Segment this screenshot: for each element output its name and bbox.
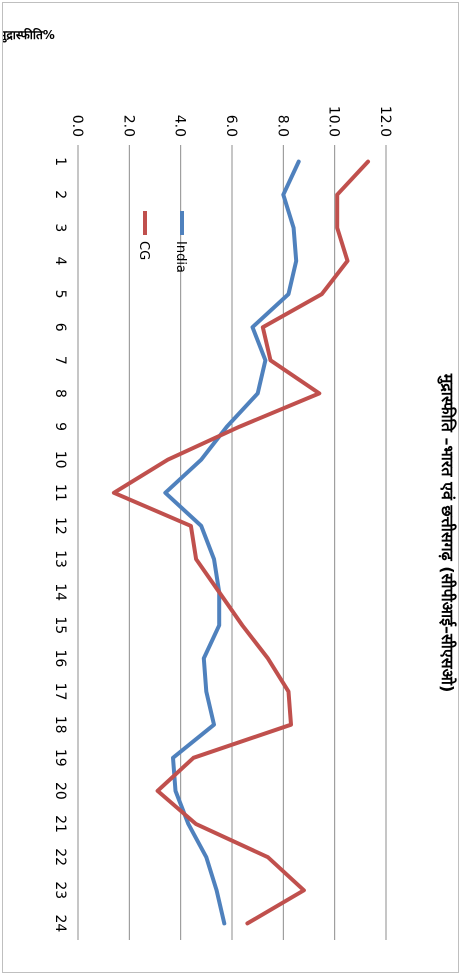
data-point bbox=[335, 226, 339, 230]
data-point bbox=[294, 259, 298, 263]
y-tick-label: 2.0 bbox=[120, 115, 136, 137]
y-tick-label: 8.0 bbox=[274, 115, 290, 137]
data-point bbox=[292, 226, 296, 230]
data-point bbox=[199, 458, 203, 462]
x-tick-label: 19 bbox=[52, 749, 68, 767]
x-tick-label: 12 bbox=[52, 517, 68, 535]
data-point bbox=[112, 491, 116, 495]
data-point bbox=[245, 921, 249, 925]
series-lines bbox=[111, 159, 370, 926]
data-point bbox=[256, 391, 260, 395]
x-tick-label: 17 bbox=[52, 683, 68, 701]
y-tick-label: 0.0 bbox=[69, 115, 85, 137]
data-point bbox=[166, 458, 170, 462]
x-tick-label: 2 bbox=[52, 190, 68, 199]
x-tick-label: 6 bbox=[52, 323, 68, 332]
series-line-cg bbox=[111, 159, 370, 926]
data-point bbox=[240, 623, 244, 627]
data-point bbox=[194, 557, 198, 561]
data-point bbox=[238, 425, 242, 429]
y-tick-label: 10.0 bbox=[326, 106, 342, 137]
x-tick-label: 24 bbox=[52, 915, 68, 933]
y-axis-label: मुद्रास्फीति% bbox=[3, 28, 55, 43]
data-point bbox=[263, 358, 267, 362]
series-line-india bbox=[163, 159, 301, 926]
data-point bbox=[204, 855, 208, 859]
x-tick-label: 3 bbox=[52, 223, 68, 232]
x-tick-label: 23 bbox=[52, 881, 68, 899]
data-point bbox=[192, 756, 195, 760]
data-point bbox=[320, 292, 324, 296]
data-point bbox=[297, 160, 301, 164]
data-point bbox=[225, 425, 229, 429]
data-point bbox=[171, 756, 175, 760]
data-point bbox=[189, 524, 193, 528]
x-tick-label: 10 bbox=[52, 451, 68, 469]
data-point bbox=[222, 921, 226, 925]
data-point bbox=[317, 391, 321, 395]
x-tick-label: 22 bbox=[52, 848, 68, 866]
x-tick-label: 18 bbox=[52, 716, 68, 734]
data-point bbox=[215, 888, 219, 892]
data-point bbox=[289, 723, 293, 727]
data-point bbox=[251, 325, 255, 329]
x-tick-label: 13 bbox=[52, 550, 68, 568]
data-point bbox=[346, 259, 349, 263]
legend-label: CG bbox=[136, 241, 151, 260]
legend: India CG bbox=[136, 211, 188, 273]
x-tick-label: 20 bbox=[52, 782, 68, 800]
data-point bbox=[286, 690, 290, 694]
data-point bbox=[174, 789, 178, 793]
inflation-line-chart: मुद्रास्फीति –भारत एवं छत्तीसगढ़ (सीपीआई… bbox=[3, 28, 457, 940]
x-tick-label: 16 bbox=[52, 650, 68, 668]
y-tick-label: 4.0 bbox=[172, 115, 188, 137]
x-tick-label: 11 bbox=[52, 484, 68, 502]
data-point bbox=[335, 193, 339, 197]
data-point bbox=[163, 491, 167, 495]
data-point bbox=[266, 855, 270, 859]
data-point bbox=[212, 557, 216, 561]
data-point bbox=[281, 193, 285, 197]
data-point bbox=[366, 160, 370, 164]
y-tick-labels: 0.0 2.0 4.0 6.0 8.0 10.0 12.0 bbox=[69, 106, 393, 137]
data-point bbox=[199, 524, 203, 528]
x-tick-label: 5 bbox=[52, 290, 68, 299]
data-point bbox=[204, 690, 208, 694]
data-point bbox=[186, 822, 190, 826]
gridlines bbox=[77, 145, 387, 940]
data-point bbox=[269, 358, 272, 362]
legend-label: India bbox=[173, 241, 188, 273]
x-tick-label: 14 bbox=[52, 583, 68, 601]
data-point bbox=[266, 656, 270, 660]
x-tick-label: 7 bbox=[52, 356, 68, 365]
data-point bbox=[156, 789, 160, 793]
data-point bbox=[302, 888, 306, 892]
y-tick-label: 12.0 bbox=[377, 106, 393, 137]
x-tick-label: 1 bbox=[52, 157, 68, 166]
data-point bbox=[217, 623, 221, 627]
data-point bbox=[202, 656, 206, 660]
data-point bbox=[212, 723, 216, 727]
x-tick-label: 8 bbox=[52, 389, 68, 398]
data-point bbox=[194, 822, 198, 826]
chart-title: मुद्रास्फीति –भारत एवं छत्तीसगढ़ (सीपीआई… bbox=[437, 373, 457, 693]
data-point bbox=[261, 325, 265, 329]
data-point bbox=[286, 292, 290, 296]
x-tick-label: 15 bbox=[52, 616, 68, 634]
y-tick-label: 6.0 bbox=[223, 115, 239, 137]
x-tick-label: 9 bbox=[52, 422, 68, 431]
x-tick-label: 21 bbox=[52, 815, 68, 833]
x-tick-label: 4 bbox=[52, 256, 68, 265]
data-point bbox=[217, 590, 221, 594]
